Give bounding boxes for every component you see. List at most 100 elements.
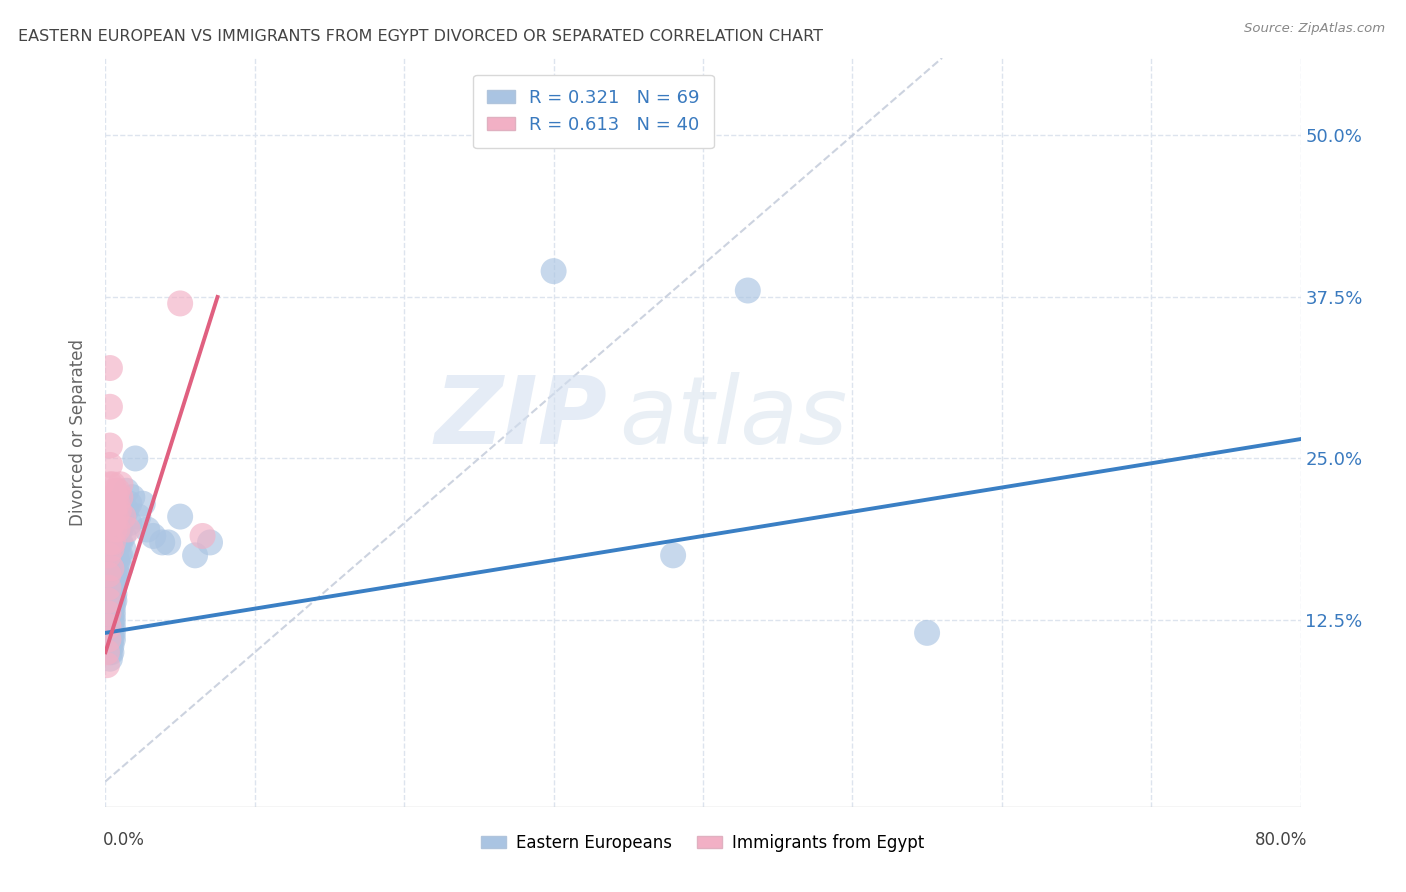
Point [543,264,565,278]
Point [112,516,135,530]
Point [100,607,122,621]
Point [107,555,129,569]
Text: atlas: atlas [619,372,848,463]
Point [915,625,938,640]
Point [98,458,121,472]
Point [101,574,124,589]
Point [157,535,180,549]
Point [101,477,124,491]
Point [98,625,121,640]
Point [108,523,131,537]
Point [112,529,135,543]
Point [115,483,138,498]
Point [98,477,121,491]
Point [132,497,155,511]
Point [97,619,120,633]
Point [191,529,214,543]
Point [100,593,122,607]
Point [97,613,120,627]
Point [112,541,135,556]
Point [103,567,125,582]
Point [104,497,127,511]
Point [107,483,129,498]
Point [118,497,141,511]
Point [97,625,120,640]
Point [97,607,120,621]
Point [124,451,146,466]
Point [142,529,165,543]
Point [97,607,120,621]
Point [98,438,121,452]
Point [100,619,122,633]
Point [98,535,121,549]
Point [100,541,122,556]
Point [104,529,127,543]
Point [96,658,118,673]
Point [97,632,120,647]
Point [112,509,135,524]
Point [107,516,129,530]
Point [127,509,149,524]
Point [100,497,122,511]
Point [107,497,129,511]
Point [108,503,131,517]
Point [110,490,132,504]
Point [104,561,127,575]
Point [101,619,124,633]
Text: 0.0%: 0.0% [103,831,145,849]
Point [110,523,132,537]
Point [150,535,173,549]
Point [101,625,124,640]
Point [98,400,121,414]
Point [103,483,125,498]
Point [169,296,191,310]
Point [115,503,138,517]
Point [104,509,127,524]
Point [96,645,118,659]
Text: Source: ZipAtlas.com: Source: ZipAtlas.com [1244,22,1385,36]
Legend: R = 0.321   N = 69, R = 0.613   N = 40: R = 0.321 N = 69, R = 0.613 N = 40 [472,75,714,148]
Point [98,651,121,665]
Point [108,535,131,549]
Point [98,639,121,653]
Point [107,523,129,537]
Point [98,497,121,511]
Point [110,561,132,575]
Point [110,477,132,491]
Point [101,632,124,647]
Point [97,549,120,563]
Point [100,645,122,659]
Point [104,490,127,504]
Point [110,535,132,549]
Point [198,535,221,549]
Point [110,509,132,524]
Point [100,639,122,653]
Point [101,516,124,530]
Text: 80.0%: 80.0% [1256,831,1308,849]
Point [737,284,759,298]
Point [101,593,124,607]
Point [107,535,129,549]
Point [101,535,124,549]
Text: EASTERN EUROPEAN VS IMMIGRANTS FROM EGYPT DIVORCED OR SEPARATED CORRELATION CHAR: EASTERN EUROPEAN VS IMMIGRANTS FROM EGYP… [18,29,824,44]
Point [121,490,143,504]
Point [97,567,120,582]
Point [103,593,125,607]
Point [103,523,125,537]
Point [169,509,191,524]
Legend: Eastern Europeans, Immigrants from Egypt: Eastern Europeans, Immigrants from Egypt [475,828,931,859]
Point [97,593,120,607]
Point [100,613,122,627]
Point [110,549,132,563]
Point [108,549,131,563]
Point [103,549,125,563]
Point [100,632,122,647]
Text: ZIP: ZIP [434,372,607,464]
Point [107,567,129,582]
Point [98,361,121,376]
Point [662,549,685,563]
Point [184,549,207,563]
Point [98,632,121,647]
Point [103,581,125,595]
Point [100,516,122,530]
